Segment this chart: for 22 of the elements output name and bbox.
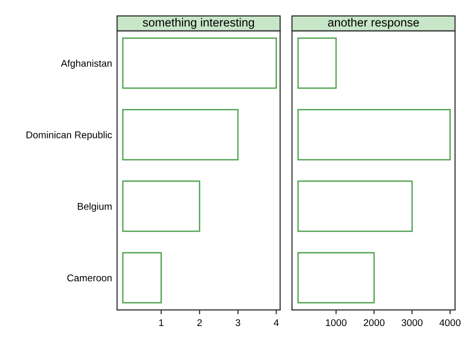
bar [297, 109, 451, 160]
chart-title: something interesting [142, 18, 254, 29]
x-tick-label: 3 [236, 319, 240, 326]
chart-title: another response [328, 18, 419, 29]
bar [122, 109, 239, 160]
x-tick-label: 3000 [402, 319, 423, 326]
bar [297, 252, 375, 304]
y-tick-label: Dominican Republic [26, 131, 112, 140]
x-tick-label: 1000 [326, 319, 347, 326]
x-tick-label: 4 [274, 319, 279, 326]
bar [297, 37, 337, 89]
y-tick-label: Belgium [78, 202, 112, 212]
x-tick-label: 2 [197, 319, 202, 326]
bar [122, 37, 277, 89]
x-tick-label: 2000 [364, 319, 385, 326]
bar [122, 180, 200, 232]
bar [297, 180, 413, 232]
y-tick-label: Cameroon [67, 274, 112, 282]
y-tick-label: Afghanistan [60, 60, 112, 69]
x-tick-label: 4000 [440, 319, 461, 326]
x-tick-label: 1 [159, 319, 164, 326]
bar [122, 252, 162, 304]
